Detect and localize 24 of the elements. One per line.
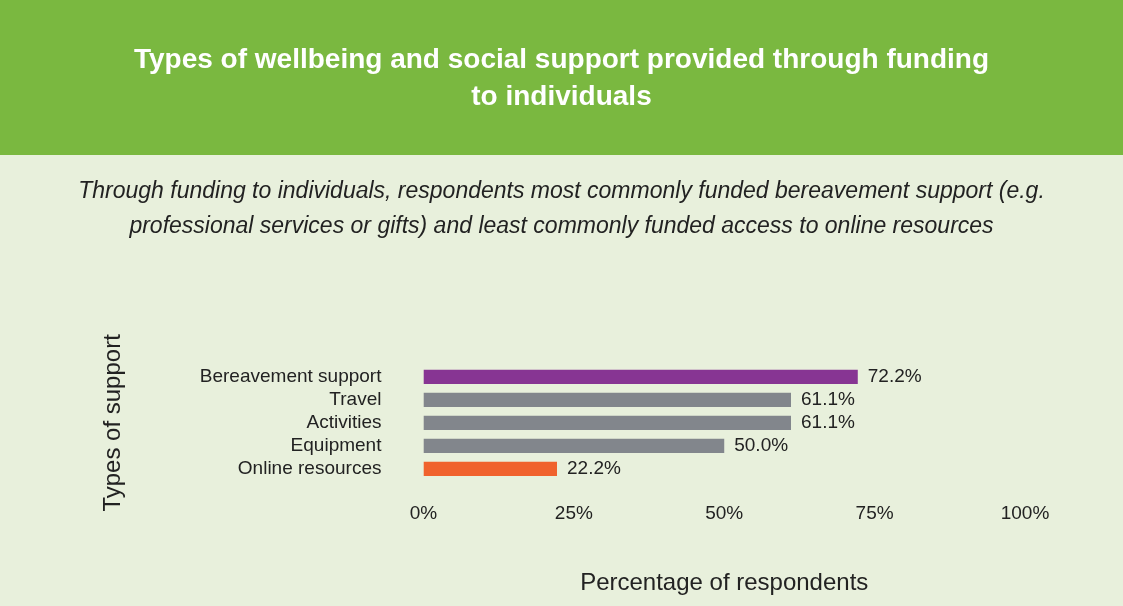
bar [423, 415, 791, 431]
data-label: 61.1% [801, 388, 855, 410]
data-label: 22.2% [567, 457, 621, 479]
x-tick-label: 100% [1000, 502, 1050, 524]
x-tick-label: 25% [554, 502, 593, 524]
chart-subtitle: Through funding to individuals, respondents most commonly funded bereavement support (e.g. professional services or gifts) and least commonly funded access to online resources [77, 176, 1046, 240]
y-axis-title: Types of support [98, 333, 126, 512]
bar [423, 461, 557, 477]
bar [423, 392, 791, 408]
data-label: 61.1% [801, 411, 855, 433]
y-tick-label: Equipment [290, 434, 383, 456]
y-tick-label: Activities [306, 411, 382, 433]
x-axis-title: Percentage of respondents [580, 568, 869, 596]
x-tick-label: 0% [409, 502, 438, 524]
y-tick-label: Travel [329, 388, 382, 410]
data-label: 72.2% [867, 365, 922, 387]
data-label: 50.0% [734, 434, 789, 456]
bar [423, 438, 725, 454]
bar [423, 369, 858, 385]
x-tick-label: 50% [705, 502, 744, 524]
y-tick-label: Bereavement support [199, 365, 383, 387]
chart-title: Types of wellbeing and social support provided through funding to individuals [132, 42, 990, 113]
y-tick-label: Online resources [237, 457, 382, 479]
x-tick-label: 75% [855, 502, 894, 524]
